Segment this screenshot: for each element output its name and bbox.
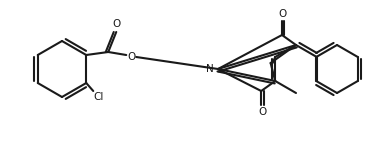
Text: O: O [127, 52, 135, 62]
Text: O: O [258, 107, 266, 117]
Text: O: O [279, 9, 287, 19]
Text: Cl: Cl [93, 92, 103, 102]
Text: O: O [112, 19, 120, 29]
Text: N: N [206, 64, 214, 74]
